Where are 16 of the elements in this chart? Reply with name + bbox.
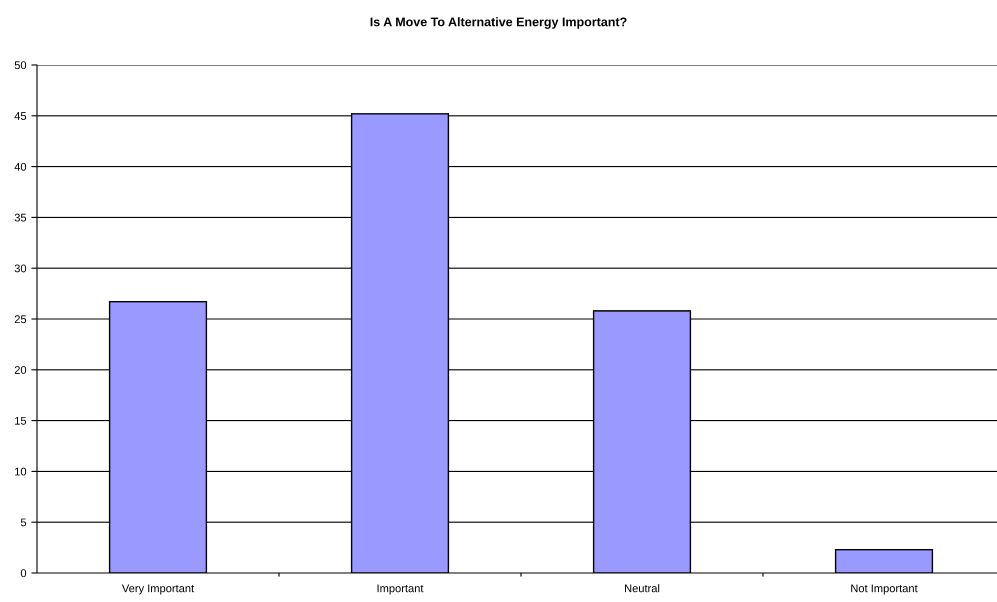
y-tick-label: 20 xyxy=(14,366,26,374)
y-tick-label: 35 xyxy=(14,214,26,222)
y-tick-label: 25 xyxy=(14,315,26,324)
y-tick-label: 45 xyxy=(14,112,26,120)
x-tick-label: Very Important xyxy=(122,584,194,594)
y-tick-label: 30 xyxy=(14,264,26,272)
y-tick-label: 15 xyxy=(15,416,26,425)
x-tick-label: Neutral xyxy=(625,584,660,592)
chart-title: Is A Move To Alternative Energy Important? xyxy=(370,17,627,29)
y-tick-label: 10 xyxy=(15,468,26,476)
x-tick-label: Important xyxy=(378,584,424,594)
y-tick-label: 0 xyxy=(20,569,26,578)
x-tick-label: Not Important xyxy=(851,584,918,594)
y-tick-label: 50 xyxy=(14,61,26,70)
y-tick-label: 40 xyxy=(14,162,26,171)
y-tick-label: 5 xyxy=(20,518,26,526)
